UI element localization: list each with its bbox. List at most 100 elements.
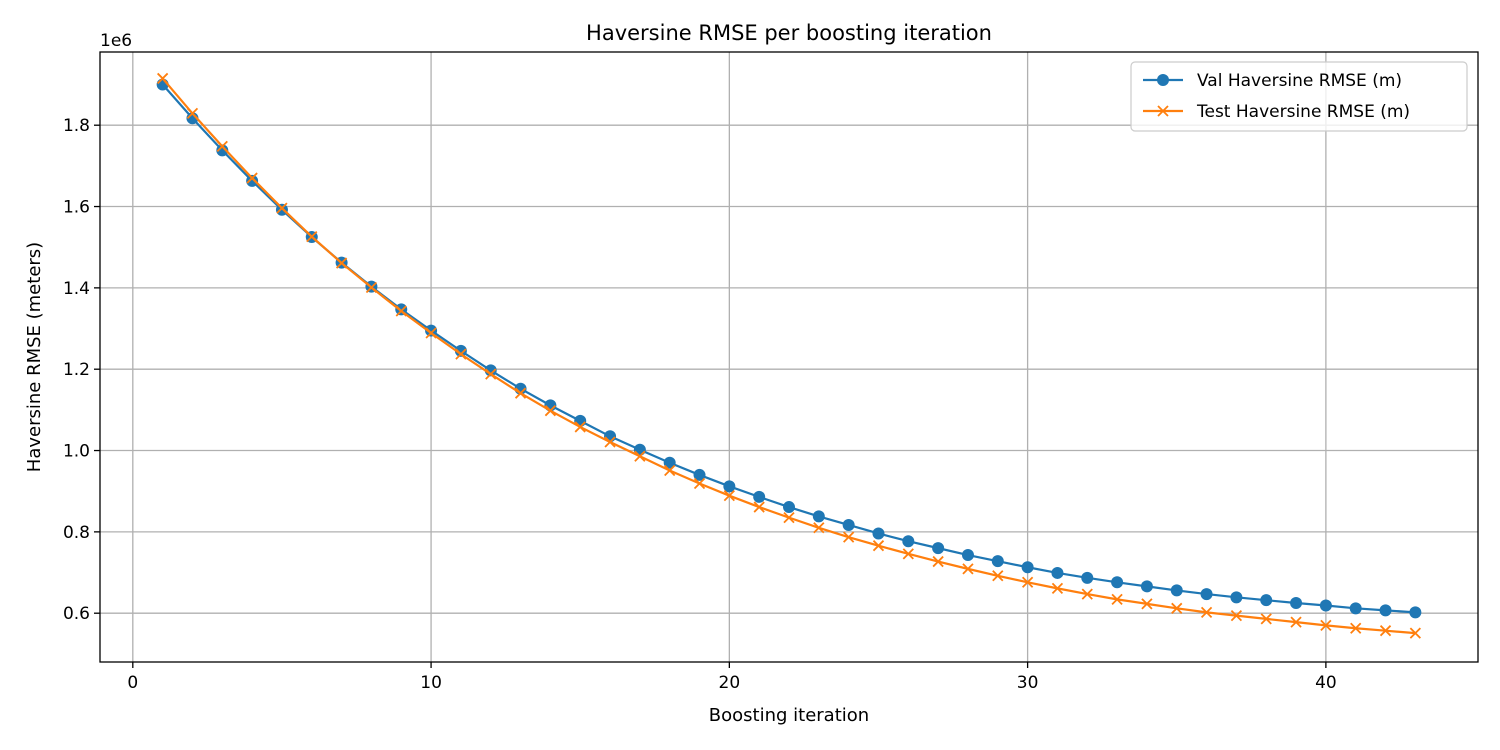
data-point	[1379, 625, 1392, 637]
legend: Val Haversine RMSE (m) Test Haversine RMS…	[1130, 61, 1468, 132]
legend-marker	[1157, 105, 1169, 117]
legend-marker	[1157, 74, 1169, 86]
data-point	[156, 72, 169, 85]
legend-entry: Test Haversine RMSE (m)	[1143, 102, 1410, 122]
series-2	[156, 72, 1421, 639]
y-tick-label: 1.4	[63, 279, 90, 299]
data-point	[1081, 588, 1093, 600]
data-point	[723, 490, 735, 502]
data-point	[186, 107, 199, 120]
data-point	[962, 563, 974, 575]
data-point	[1141, 598, 1153, 610]
data-point	[723, 480, 736, 493]
y-tick-label: 1.6	[63, 198, 90, 218]
data-point	[843, 531, 855, 543]
data-point	[693, 477, 706, 490]
y-tick-label: 1.2	[63, 360, 90, 380]
data-point	[1379, 604, 1392, 617]
data-point	[335, 257, 348, 269]
legend-entry: Val Haversine RMSE (m)	[1143, 71, 1402, 91]
data-point	[246, 174, 259, 187]
data-point	[932, 555, 944, 568]
data-point	[902, 548, 914, 560]
data-point	[991, 555, 1004, 568]
data-point	[753, 490, 766, 503]
data-point	[485, 368, 497, 380]
y-tick-label: 0.6	[63, 604, 90, 624]
legend-box	[1130, 61, 1468, 132]
data-point	[1200, 588, 1213, 601]
data-point	[425, 324, 438, 337]
data-point	[1349, 602, 1362, 615]
chart-title: Haversine RMSE per boosting iteration	[586, 21, 992, 45]
data-point	[574, 421, 586, 433]
data-point	[425, 327, 437, 339]
series-line	[161, 83, 1416, 614]
legend-label: Val Haversine RMSE (m)	[1197, 71, 1402, 91]
data-point	[276, 202, 288, 214]
data-point	[484, 364, 497, 377]
axis-ticks: 0 10 20 30 40 0.6 0.8 1.0 1.2 1.4 1.6 1.8	[63, 116, 1337, 693]
data-point	[1409, 606, 1422, 619]
grid-lines	[100, 52, 1478, 662]
data-point	[664, 464, 676, 477]
x-tick-label: 10	[420, 673, 442, 693]
y-offset-label: 1e6	[100, 31, 132, 51]
data-point	[1140, 580, 1153, 593]
data-point	[634, 450, 646, 462]
y-tick-label: 1.8	[63, 116, 90, 136]
data-point	[275, 203, 288, 216]
data-point	[902, 535, 915, 548]
data-point	[1290, 616, 1302, 628]
legend-label: Test Haversine RMSE (m)	[1196, 102, 1410, 122]
x-tick-label: 0	[127, 673, 138, 693]
series-1	[156, 78, 1422, 619]
data-point	[872, 540, 885, 552]
data-point	[1409, 627, 1421, 639]
data-point	[306, 230, 318, 243]
data-point	[1290, 597, 1303, 610]
data-point	[812, 510, 825, 523]
data-point	[454, 344, 467, 357]
data-point	[514, 387, 527, 399]
data-point	[1051, 582, 1064, 595]
data-point	[753, 501, 765, 513]
data-point	[842, 518, 855, 531]
data-point	[544, 405, 557, 417]
data-point	[992, 570, 1004, 582]
data-point	[216, 140, 228, 152]
series-layer	[156, 72, 1422, 639]
data-point	[1230, 591, 1243, 604]
data-point	[872, 527, 885, 540]
plot-frame	[99, 51, 1479, 663]
data-point	[1021, 561, 1034, 574]
data-point	[813, 522, 825, 534]
data-point	[1260, 613, 1272, 625]
data-point	[783, 511, 795, 524]
data-point	[1051, 566, 1064, 579]
data-point	[1171, 602, 1183, 614]
x-axis-label: Boosting iteration	[709, 705, 869, 726]
x-tick-label: 40	[1315, 673, 1337, 693]
data-point	[604, 436, 616, 448]
data-point	[1230, 610, 1243, 622]
data-point	[395, 305, 407, 317]
data-point	[1081, 571, 1094, 584]
data-point	[246, 172, 258, 184]
x-tick-label: 30	[1017, 673, 1039, 693]
data-point	[1021, 576, 1034, 588]
x-tick-label: 20	[719, 673, 741, 693]
data-point	[1200, 606, 1213, 619]
data-point	[663, 456, 676, 469]
data-point	[1319, 599, 1332, 612]
data-point	[1170, 584, 1183, 597]
data-point	[783, 501, 795, 514]
data-point	[1111, 576, 1124, 589]
data-point	[961, 549, 974, 562]
data-point	[455, 348, 467, 360]
y-tick-label: 1.0	[63, 442, 90, 462]
data-point	[1111, 593, 1123, 606]
data-point	[1260, 594, 1273, 607]
data-point	[1320, 619, 1332, 632]
